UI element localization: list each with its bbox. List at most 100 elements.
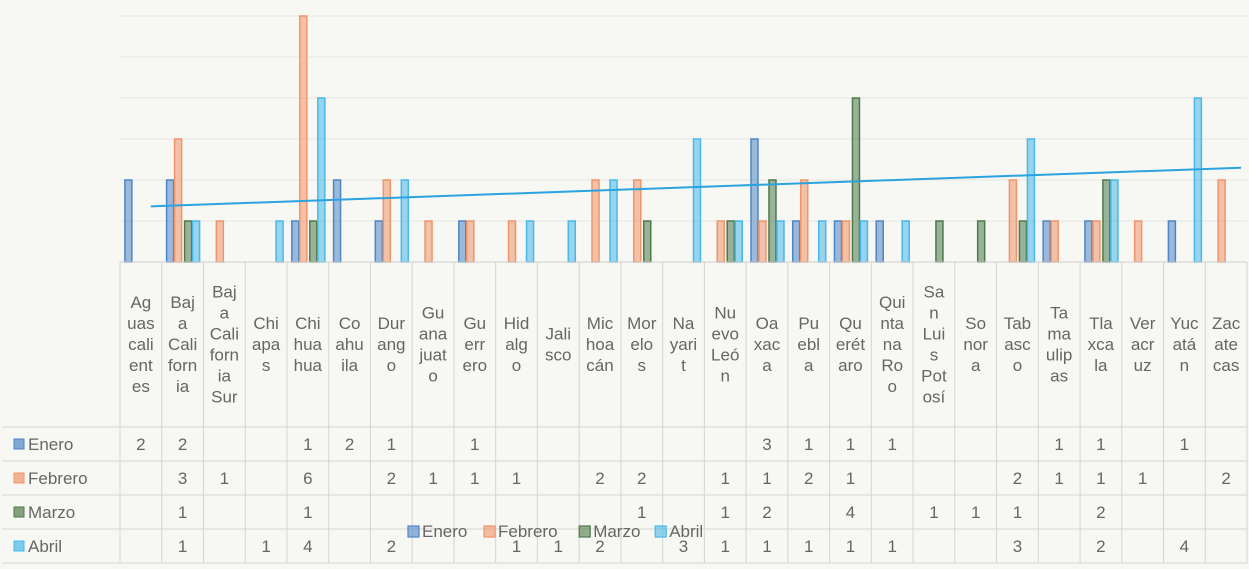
x-tick-label: Qu erét aro <box>836 314 866 375</box>
data-label: 1 <box>721 469 730 488</box>
bar-abril-21 <box>1026 138 1036 263</box>
legend-label-enero: Enero <box>422 522 467 541</box>
bar-febrero-22 <box>1050 220 1059 263</box>
bar-febrero-23 <box>1092 220 1101 263</box>
bar-abril-4 <box>317 97 326 263</box>
data-label: 2 <box>1013 469 1022 488</box>
bar-enero-15 <box>750 138 759 263</box>
bar-abril-9 <box>525 220 535 263</box>
x-tick-label: Tla xca la <box>1088 314 1115 375</box>
row-label-enero: Enero <box>28 435 73 454</box>
data-label: 1 <box>887 537 896 556</box>
x-tick-label: Qui nta na Ro o <box>879 293 905 396</box>
bar-abril-1 <box>191 220 201 263</box>
legend-label-abril: Abril <box>669 522 703 541</box>
x-tick-label: Yuc atá n <box>1170 314 1199 375</box>
x-tick-label: Baj a Cali forn ia Sur <box>210 283 239 407</box>
data-label: 2 <box>178 435 187 454</box>
x-tick-label: Zac ate cas <box>1212 314 1241 375</box>
x-tick-label: Gu err ero <box>463 314 488 375</box>
data-label: 1 <box>178 537 187 556</box>
x-tick-label: Na yari t <box>670 314 697 375</box>
data-label: 3 <box>762 435 771 454</box>
data-label: 1 <box>721 537 730 556</box>
x-tick-label: Gu ana juat o <box>418 304 447 386</box>
x-tick-label: Nu evo Leó n <box>711 304 739 386</box>
data-label: 4 <box>846 503 855 522</box>
bar-enero-25 <box>1167 220 1177 263</box>
bar-febrero-6 <box>382 179 392 263</box>
bar-marzo-15 <box>768 179 777 263</box>
bar-febrero-8 <box>466 220 475 263</box>
bar-febrero-15 <box>758 220 767 263</box>
bar-abril-3 <box>275 220 284 263</box>
legend-key-abril <box>13 540 25 552</box>
gridlines <box>120 15 1247 222</box>
data-label: 1 <box>428 469 437 488</box>
bar-enero-5 <box>332 179 342 263</box>
row-label-abril: Abril <box>28 537 62 556</box>
data-label: 3 <box>679 537 688 556</box>
bar-febrero-14 <box>716 220 725 263</box>
data-label: 2 <box>1221 469 1230 488</box>
data-label: 1 <box>512 537 521 556</box>
bar-enero-17 <box>833 220 843 263</box>
x-tick-label: So nor a <box>963 314 988 375</box>
bar-febrero-21 <box>1008 179 1018 263</box>
data-label: 2 <box>136 435 145 454</box>
bar-febrero-24 <box>1133 220 1143 263</box>
data-label: 1 <box>387 435 396 454</box>
row-label-febrero: Febrero <box>28 469 88 488</box>
legend-swatch-marzo <box>578 525 591 538</box>
data-label: 1 <box>220 469 229 488</box>
bar-abril-17 <box>859 220 869 263</box>
legend-swatch-abril <box>654 525 667 538</box>
x-tick-label: Jali sco <box>545 325 571 365</box>
bar-febrero-26 <box>1217 179 1226 263</box>
bar-marzo-21 <box>1018 220 1028 263</box>
data-label: 1 <box>470 435 479 454</box>
x-tick-label: Baj a Cali forn ia <box>168 293 197 396</box>
data-label: 1 <box>178 503 187 522</box>
data-label: 6 <box>303 469 312 488</box>
data-label: 1 <box>1054 469 1063 488</box>
bar-enero-6 <box>374 220 384 263</box>
bar-marzo-1 <box>183 220 193 263</box>
row-label-marzo: Marzo <box>28 503 75 522</box>
x-tick-label: Mor elo s <box>627 314 657 375</box>
bar-abril-23 <box>1110 179 1119 263</box>
data-label: 1 <box>303 435 312 454</box>
bar-marzo-19 <box>935 220 944 263</box>
bar-marzo-20 <box>976 220 986 263</box>
bar-marzo-12 <box>643 220 652 263</box>
legend-label-febrero: Febrero <box>498 522 558 541</box>
data-label: 1 <box>512 469 521 488</box>
bar-marzo-14 <box>726 220 735 263</box>
bar-marzo-17 <box>851 97 861 263</box>
bar-marzo-23 <box>1102 179 1111 263</box>
bar-enero-22 <box>1042 220 1051 263</box>
bar-enero-18 <box>875 220 884 263</box>
bar-febrero-11 <box>591 179 600 263</box>
data-label: 1 <box>887 435 896 454</box>
data-label: 2 <box>762 503 771 522</box>
x-tick-label: Mic hoa cán <box>586 314 615 375</box>
bar-enero-1 <box>165 179 175 263</box>
x-tick-label: Oa xac a <box>754 314 781 375</box>
legend: Enero Febrero Marzo Abril <box>407 522 703 541</box>
data-label: 1 <box>804 435 813 454</box>
data-label: 1 <box>470 469 479 488</box>
data-label: 1 <box>1054 435 1063 454</box>
data-label: 3 <box>178 469 187 488</box>
data-label: 1 <box>1180 435 1189 454</box>
data-label: 1 <box>762 469 771 488</box>
data-label: 3 <box>1013 537 1022 556</box>
bar-abril-25 <box>1193 97 1203 263</box>
x-tick-label: Ta ma ulip as <box>1046 304 1072 386</box>
bar-abril-6 <box>400 179 410 263</box>
data-label: 2 <box>595 537 604 556</box>
data-label: 2 <box>1096 537 1105 556</box>
bar-enero-0 <box>124 179 133 263</box>
x-tick-label: Tab asc o <box>1004 314 1031 375</box>
